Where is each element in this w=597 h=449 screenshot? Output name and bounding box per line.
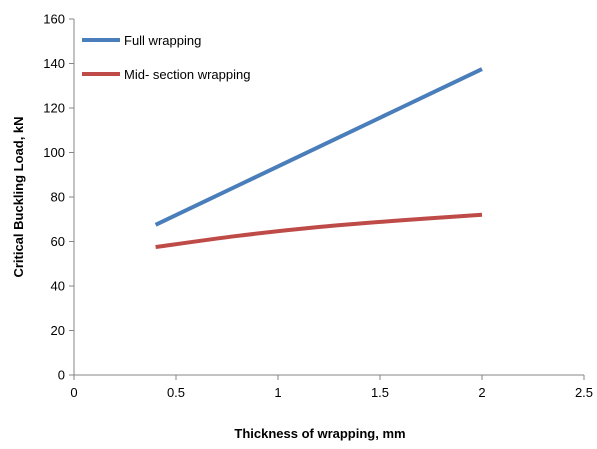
x-tick-label: 2 bbox=[478, 385, 485, 400]
y-tick-label: 20 bbox=[51, 323, 65, 338]
y-tick-label: 0 bbox=[58, 368, 65, 383]
series-line-2 bbox=[155, 212, 483, 250]
y-tick-label: 100 bbox=[43, 145, 65, 160]
y-tick-label: 120 bbox=[43, 101, 65, 116]
y-tick-label: 60 bbox=[51, 234, 65, 249]
y-tick-label: 40 bbox=[51, 279, 65, 294]
x-tick-label: 1 bbox=[274, 385, 281, 400]
series-lines bbox=[154, 67, 483, 250]
x-tick-label: 0.5 bbox=[167, 385, 185, 400]
y-tick-label: 80 bbox=[51, 190, 65, 205]
x-axis-title: Thickness of wrapping, mm bbox=[234, 426, 405, 441]
legend-label-2: Mid- section wrapping bbox=[124, 67, 250, 82]
legend-label-1: Full wrapping bbox=[124, 33, 201, 48]
x-tick-label: 1.5 bbox=[371, 385, 389, 400]
x-tick-label: 2.5 bbox=[575, 385, 593, 400]
x-tick-label: 0 bbox=[70, 385, 77, 400]
y-tick-label: 140 bbox=[43, 56, 65, 71]
y-tick-label: 160 bbox=[43, 12, 65, 27]
axes bbox=[69, 18, 585, 380]
legend: Full wrapping Mid- section wrapping bbox=[82, 33, 250, 82]
series-line-1 bbox=[154, 67, 483, 227]
tick-labels: 0 20 40 60 80 100 120 140 160 0 0.5 1 1.5 2 2.5 bbox=[43, 12, 593, 401]
y-axis-title: Critical Buckling Load, kN bbox=[11, 116, 26, 277]
